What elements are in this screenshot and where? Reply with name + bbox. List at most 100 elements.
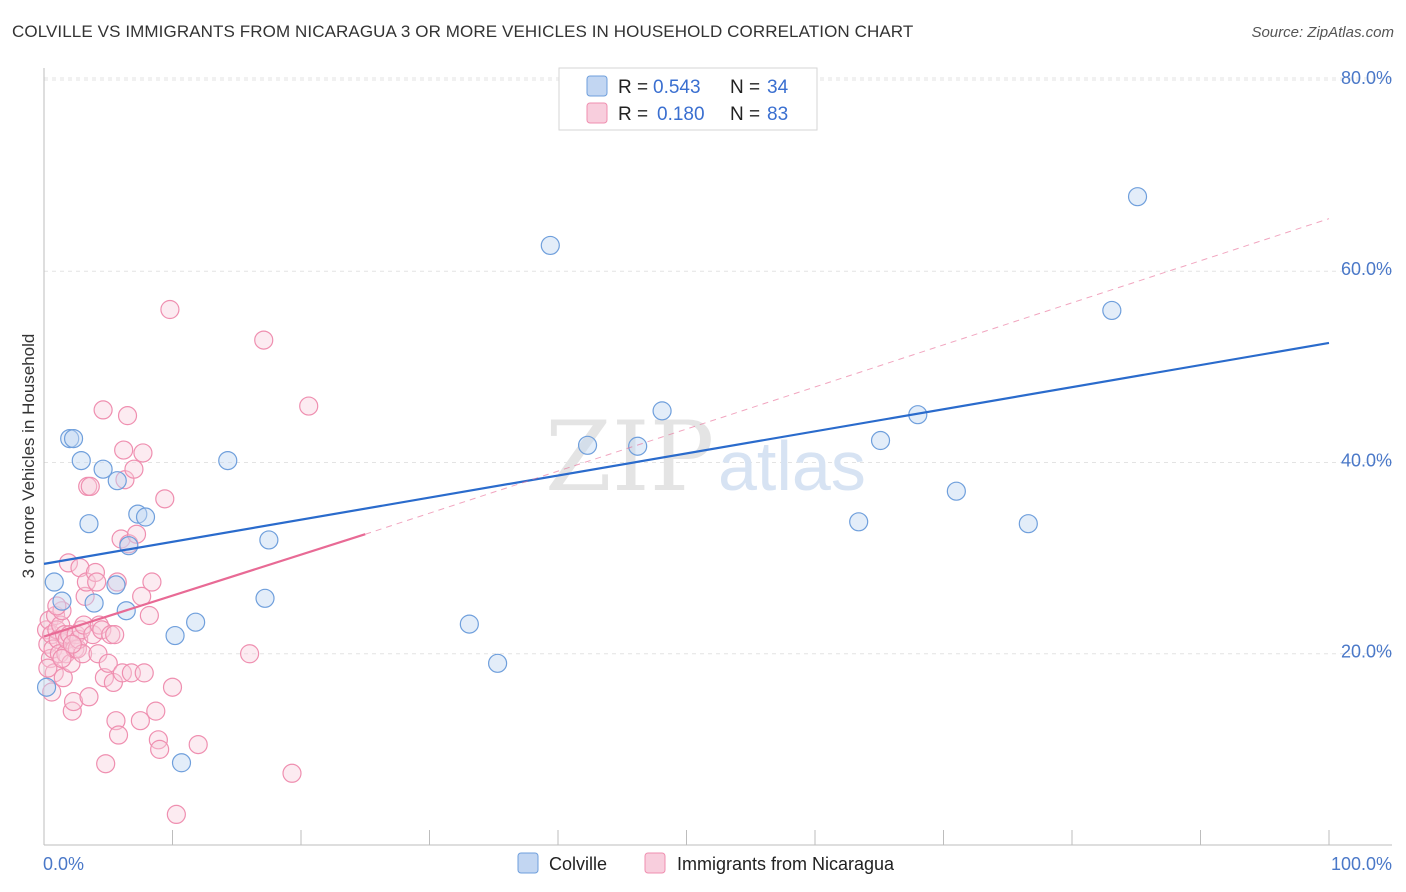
colville-point	[1102, 300, 1122, 321]
x-tick-label-min: 0.0%	[43, 854, 84, 874]
colville-point	[577, 435, 598, 455]
trend-lines	[43, 218, 1330, 638]
colville-point	[93, 459, 113, 479]
nicaragua-point	[94, 668, 114, 688]
colville-point	[259, 530, 279, 550]
y-tick-labels: 20.0% 40.0% 60.0% 80.0%	[1341, 68, 1392, 662]
y-tick-label: 20.0%	[1341, 642, 1392, 662]
nicaragua-point	[88, 644, 108, 664]
colville-point	[488, 653, 508, 673]
bottom-legend-nicaragua: Immigrants from Nicaragua	[677, 854, 895, 874]
nicaragua-point	[282, 763, 302, 783]
legend-r-value-nicaragua: 0.180	[657, 104, 705, 125]
y-tick-label: 40.0%	[1341, 450, 1392, 470]
nicaragua-point	[96, 754, 116, 774]
bottom-legend-swatch-nicaragua	[644, 852, 666, 874]
nicaragua-point	[52, 648, 72, 669]
nicaragua-point	[130, 711, 150, 731]
colville-point	[186, 612, 206, 632]
x-tick-label-max: 100.0%	[1331, 854, 1392, 874]
colville-point	[79, 514, 99, 534]
colville-point	[849, 512, 869, 532]
colville-point	[119, 536, 139, 556]
colville-point	[52, 591, 72, 611]
nicaragua-point	[254, 330, 274, 350]
legend-swatch-colville	[586, 75, 608, 97]
colville-point	[1018, 514, 1038, 534]
stats-legend: R = 0.543 N = 34 R = 0.180 N = 83	[558, 67, 818, 131]
series-legend: Colville Immigrants from Nicaragua	[517, 852, 895, 874]
colville-point	[540, 235, 560, 256]
colville-point	[218, 450, 238, 471]
nicaragua-point	[162, 677, 183, 697]
nicaragua-point	[148, 730, 168, 750]
bottom-legend-swatch-colville	[517, 852, 539, 874]
nicaragua-point	[188, 734, 208, 755]
nicaragua-point	[98, 653, 118, 673]
colville-point	[628, 436, 648, 456]
colville-point	[106, 575, 126, 595]
nicaragua-point	[108, 725, 129, 745]
nicaragua-point	[80, 476, 100, 497]
nicaragua-point	[72, 644, 93, 664]
legend-r-label-colville: R =	[618, 77, 648, 98]
nicaragua-point	[146, 701, 166, 721]
bottom-legend-colville: Colville	[549, 854, 607, 874]
colville-point	[135, 507, 156, 527]
colville-point	[171, 753, 192, 773]
nicaragua-point	[142, 572, 162, 592]
colville-point	[107, 471, 127, 491]
y-tick-label: 80.0%	[1341, 68, 1392, 88]
colville-point	[128, 504, 148, 524]
nicaragua-point	[240, 644, 260, 664]
nicaragua-point	[160, 299, 180, 320]
colville-point	[44, 572, 64, 592]
nicaragua-point	[38, 658, 58, 678]
nicaragua-trend-line	[43, 533, 366, 638]
y-axis-label: 3 or more Vehicles in Household	[19, 334, 38, 579]
nicaragua-point	[62, 634, 82, 654]
colville-point	[459, 614, 479, 634]
colville-point	[255, 588, 275, 608]
nicaragua-point	[87, 572, 107, 592]
nicaragua-point	[126, 524, 147, 544]
source-label: Source: ZipAtlas.com	[1251, 24, 1394, 41]
watermark-zip: ZIP	[545, 401, 714, 513]
nicaragua-point	[299, 396, 319, 416]
nicaragua-point	[124, 459, 144, 479]
colville-point	[84, 593, 104, 613]
colville-point	[870, 430, 891, 451]
colville-point	[165, 625, 185, 646]
y-tick-label: 60.0%	[1341, 259, 1392, 279]
nicaragua-point	[166, 804, 186, 825]
nicaragua-point	[63, 691, 84, 712]
series-colville-points	[36, 187, 1148, 773]
chart-title: COLVILLE VS IMMIGRANTS FROM NICARAGUA 3 …	[12, 22, 914, 41]
nicaragua-point	[85, 562, 106, 583]
nicaragua-point	[155, 489, 175, 509]
nicaragua-point	[114, 440, 134, 460]
colville-point	[946, 481, 966, 501]
legend-n-label-nicaragua: N =	[730, 104, 760, 125]
nicaragua-point	[150, 739, 170, 759]
legend-r-value-colville: 0.543	[653, 77, 701, 98]
nicaragua-point	[106, 711, 126, 731]
colville-point	[652, 401, 672, 421]
colville-point	[1127, 187, 1148, 207]
nicaragua-trend-extension	[365, 218, 1330, 535]
nicaragua-point	[105, 625, 125, 645]
legend-swatch-nicaragua	[586, 102, 608, 124]
nicaragua-point	[139, 605, 159, 626]
nicaragua-point	[133, 443, 153, 463]
colville-point	[71, 450, 91, 471]
legend-n-value-nicaragua: 83	[767, 104, 788, 125]
nicaragua-point	[79, 687, 99, 707]
nicaragua-point	[117, 406, 138, 426]
nicaragua-point	[92, 620, 112, 640]
legend-n-label-colville: N =	[730, 77, 760, 98]
nicaragua-point	[134, 663, 154, 683]
nicaragua-point	[62, 701, 82, 721]
colville-trend-line	[43, 341, 1330, 565]
colville-point	[63, 428, 84, 449]
